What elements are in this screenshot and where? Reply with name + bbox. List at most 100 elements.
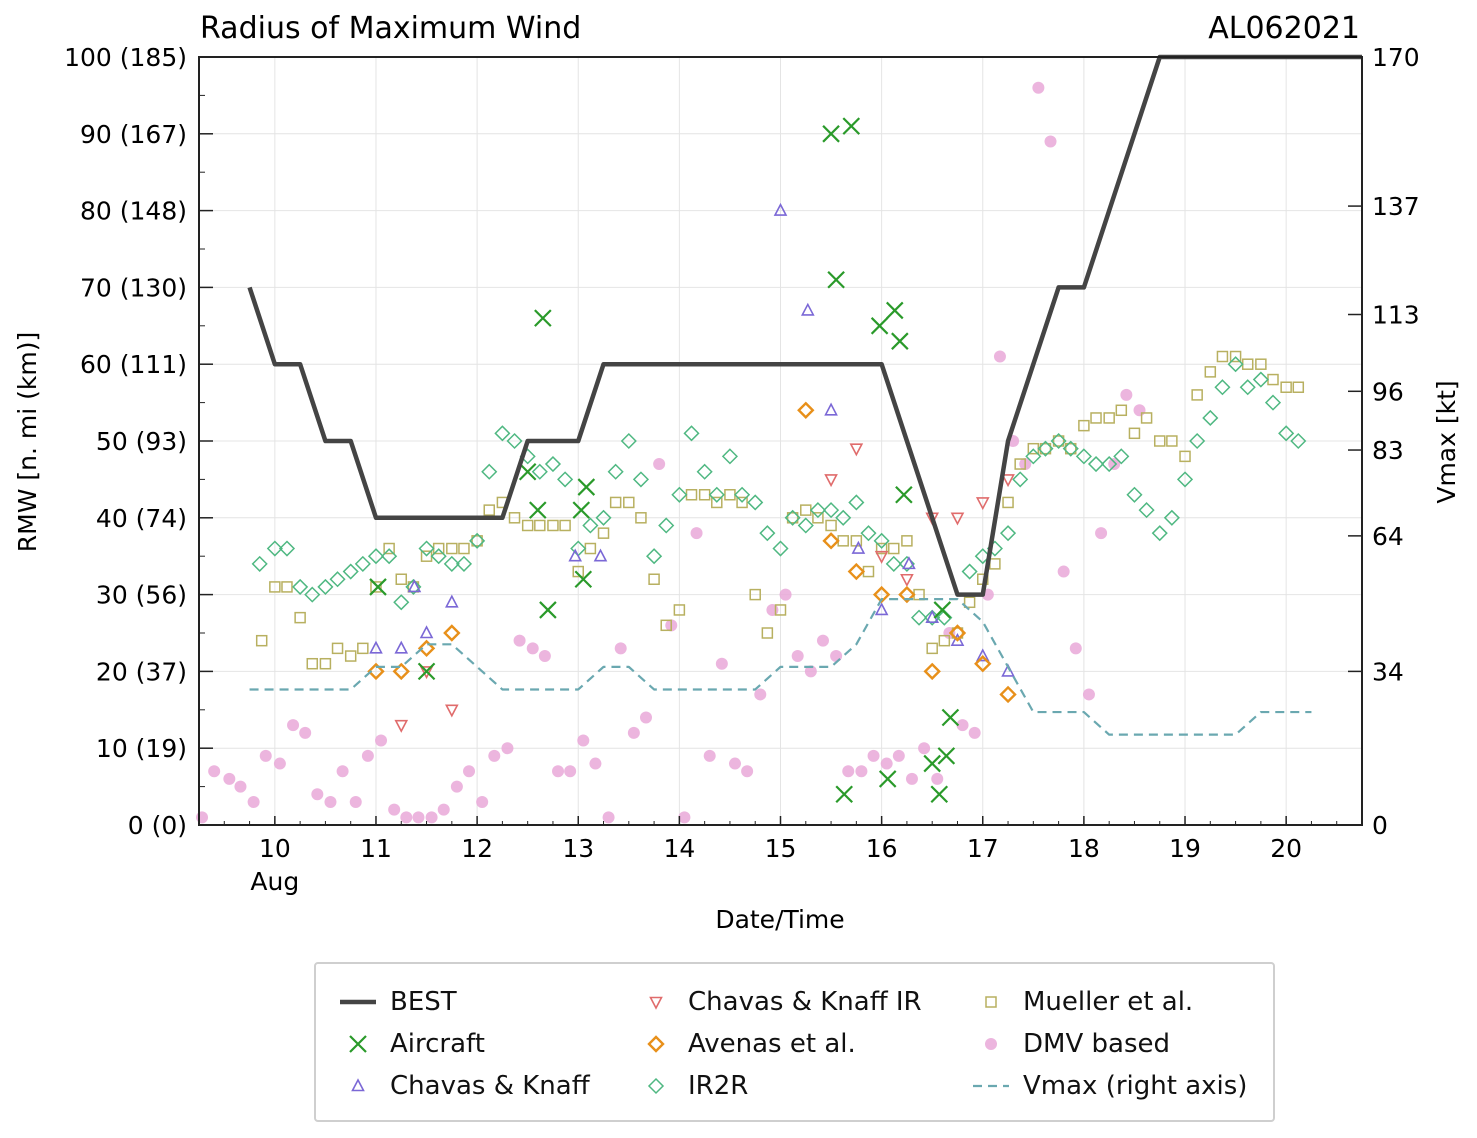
point-dmv-based bbox=[324, 795, 337, 808]
point-ir2r bbox=[304, 586, 321, 603]
grid-lines bbox=[199, 56, 1362, 826]
point-mueller-et-al bbox=[383, 542, 395, 555]
point-aircraft bbox=[842, 117, 861, 135]
point-mueller-et-al bbox=[1204, 366, 1217, 378]
point-chavas-knaff-ir bbox=[419, 666, 434, 680]
legend-marker bbox=[351, 1078, 365, 1092]
point-dmv-based bbox=[892, 749, 905, 762]
point-dmv-based bbox=[614, 642, 627, 655]
point-chavas-knaff-ir bbox=[975, 497, 990, 511]
legend-label: Vmax (right axis) bbox=[1023, 1071, 1248, 1101]
point-avenas-et-al bbox=[923, 662, 941, 681]
legend-label: Mueller et al. bbox=[1023, 987, 1194, 1017]
point-ir2r bbox=[544, 455, 562, 473]
point-mueller-et-al bbox=[1216, 350, 1229, 363]
legend-item: Aircraft bbox=[338, 1024, 485, 1064]
point-mueller-et-al bbox=[458, 542, 470, 555]
legend-item: DMV based bbox=[971, 1024, 1170, 1064]
point-ir2r bbox=[1087, 455, 1105, 473]
point-aircraft bbox=[539, 601, 557, 619]
point-avenas-et-al bbox=[898, 585, 916, 604]
point-mueller-et-al bbox=[471, 535, 483, 547]
point-mueller-et-al bbox=[1064, 442, 1077, 455]
x-tick-label: 17 bbox=[967, 834, 999, 863]
point-mueller-et-al bbox=[1039, 442, 1052, 455]
point-ir2r bbox=[797, 517, 814, 534]
point-avenas-et-al bbox=[443, 624, 461, 642]
point-ir2r bbox=[1050, 432, 1067, 450]
legend-label: DMV based bbox=[1023, 1029, 1170, 1059]
point-aircraft bbox=[417, 662, 436, 681]
point-dmv-based bbox=[703, 749, 716, 762]
point-ir2r bbox=[721, 448, 738, 465]
point-aircraft bbox=[518, 462, 537, 481]
point-chavas-knaff bbox=[800, 302, 815, 316]
point-dmv-based bbox=[349, 795, 362, 808]
point-ir2r bbox=[329, 571, 346, 588]
point-aircraft bbox=[822, 125, 840, 143]
point-mueller-et-al bbox=[255, 634, 268, 647]
y-tick-label: 70 (130) bbox=[80, 273, 187, 302]
x-month-label: Aug bbox=[250, 867, 299, 896]
point-dmv-based bbox=[754, 688, 767, 701]
point-dmv-based bbox=[247, 795, 260, 808]
point-mueller-et-al bbox=[888, 542, 900, 555]
point-mueller-et-al bbox=[1078, 419, 1090, 432]
point-mueller-et-al bbox=[989, 558, 1001, 570]
y2-axis-label: Vmax [kt] bbox=[1432, 380, 1461, 503]
legend-swatch bbox=[349, 1035, 367, 1053]
x-tick-label: 16 bbox=[866, 834, 898, 863]
legend-label: Chavas & Knaff bbox=[390, 1071, 590, 1101]
y-tick-label: 80 (148) bbox=[80, 197, 187, 226]
point-ir2r bbox=[430, 548, 447, 565]
point-chavas-knaff bbox=[445, 594, 459, 608]
point-ir2r bbox=[1163, 509, 1180, 526]
series-avenas-et-al bbox=[367, 401, 1017, 704]
legend-swatch bbox=[351, 1078, 365, 1092]
point-ir2r bbox=[1264, 394, 1282, 411]
point-mueller-et-al bbox=[1140, 412, 1153, 424]
legend-marker bbox=[647, 1035, 665, 1053]
point-dmv-based bbox=[968, 726, 981, 739]
series-ir2r bbox=[251, 356, 1307, 642]
point-ir2r bbox=[999, 525, 1017, 542]
point-dmv-based bbox=[196, 811, 209, 824]
point-aircraft bbox=[369, 578, 387, 596]
point-mueller-et-al bbox=[786, 512, 799, 524]
point-dmv-based bbox=[653, 458, 666, 471]
point-dmv-based bbox=[259, 749, 272, 762]
point-mueller-et-al bbox=[711, 496, 723, 509]
point-ir2r bbox=[910, 609, 928, 626]
y-tick-label: 100 (185) bbox=[64, 43, 187, 72]
point-mueller-et-al bbox=[926, 642, 938, 655]
point-dmv-based bbox=[299, 726, 312, 739]
legend-item: Chavas & Knaff bbox=[338, 1066, 590, 1106]
point-mueller-et-al bbox=[875, 542, 888, 555]
point-ir2r bbox=[620, 432, 637, 450]
point-chavas-knaff-ir bbox=[900, 573, 914, 587]
point-mueller-et-al bbox=[547, 519, 559, 532]
point-ir2r bbox=[683, 425, 700, 442]
point-ir2r bbox=[860, 525, 877, 542]
point-ir2r bbox=[1290, 432, 1307, 450]
point-mueller-et-al bbox=[584, 542, 597, 555]
legend-item: Chavas & Knaff IR bbox=[636, 982, 922, 1022]
point-mueller-et-al bbox=[1166, 435, 1178, 447]
point-aircraft-stroke bbox=[941, 708, 960, 727]
point-ir2r bbox=[443, 555, 460, 572]
point-dmv-based bbox=[715, 657, 728, 670]
legend-swatch bbox=[649, 996, 663, 1010]
point-mueller-et-al bbox=[901, 535, 913, 547]
storm-id: AL062021 bbox=[1208, 11, 1360, 46]
point-mueller-et-al bbox=[319, 657, 332, 670]
point-dmv-based bbox=[1120, 388, 1133, 401]
point-ir2r bbox=[885, 555, 902, 572]
y2-tick-label: 83 bbox=[1372, 436, 1404, 465]
point-dmv-based bbox=[463, 765, 476, 778]
point-aircraft bbox=[572, 501, 591, 519]
series-line-best bbox=[247, 54, 1362, 597]
point-chavas-knaff-ir bbox=[824, 474, 838, 488]
point-ir2r bbox=[1025, 448, 1042, 465]
point-dmv-based bbox=[842, 765, 855, 778]
point-aircraft bbox=[941, 708, 960, 727]
